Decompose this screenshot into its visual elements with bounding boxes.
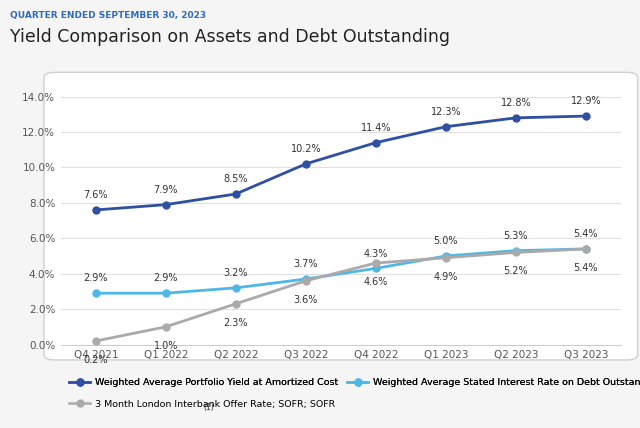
Text: 12.8%: 12.8% [500, 98, 531, 108]
Text: 7.9%: 7.9% [154, 185, 178, 195]
Text: 5.0%: 5.0% [433, 236, 458, 246]
Text: 10.2%: 10.2% [291, 144, 321, 154]
Text: 12.3%: 12.3% [431, 107, 461, 117]
Text: 3.7%: 3.7% [294, 259, 318, 269]
Text: 12.9%: 12.9% [570, 96, 601, 106]
Text: QUARTER ENDED SEPTEMBER 30, 2023: QUARTER ENDED SEPTEMBER 30, 2023 [10, 11, 205, 20]
FancyBboxPatch shape [44, 72, 637, 360]
Text: 7.6%: 7.6% [84, 190, 108, 200]
Text: 5.4%: 5.4% [573, 263, 598, 273]
Text: 2.9%: 2.9% [154, 273, 178, 283]
Text: 2.3%: 2.3% [223, 318, 248, 328]
Text: 3.6%: 3.6% [294, 294, 318, 305]
Text: (1): (1) [204, 403, 214, 412]
Text: 4.6%: 4.6% [364, 277, 388, 287]
Legend: Weighted Average Portfolio Yield at Amortized Cost, Weighted Average Stated Inte: Weighted Average Portfolio Yield at Amor… [65, 374, 640, 391]
Text: 0.2%: 0.2% [84, 355, 108, 365]
Text: Yield Comparison on Assets and Debt Outstanding: Yield Comparison on Assets and Debt Outs… [10, 28, 450, 46]
Text: 2.9%: 2.9% [84, 273, 108, 283]
Text: 3.2%: 3.2% [223, 268, 248, 278]
Text: 4.3%: 4.3% [364, 249, 388, 259]
Text: 1.0%: 1.0% [154, 341, 178, 351]
Text: 5.4%: 5.4% [573, 229, 598, 239]
Legend: 3 Month London Interbank Offer Rate; SOFR; SOFR: 3 Month London Interbank Offer Rate; SOF… [65, 396, 339, 413]
Text: 5.2%: 5.2% [504, 266, 528, 276]
Text: 11.4%: 11.4% [360, 123, 391, 133]
Text: 4.9%: 4.9% [434, 272, 458, 282]
Text: 8.5%: 8.5% [223, 174, 248, 184]
Text: 5.3%: 5.3% [504, 231, 528, 241]
